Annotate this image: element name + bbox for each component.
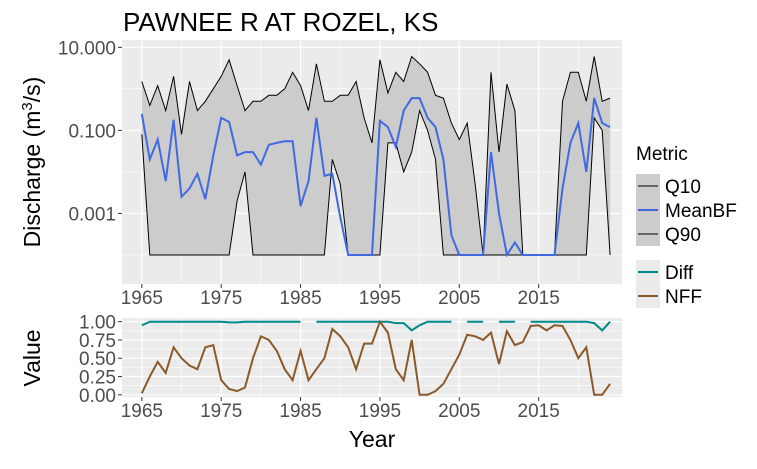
x-tick-label: 2005 xyxy=(438,401,480,422)
legend-meanbf-label: MeanBF xyxy=(665,201,737,222)
legend-nff-label: NFF xyxy=(665,287,702,308)
x-tick-label: 2015 xyxy=(518,288,560,309)
x-tick-label: 1975 xyxy=(200,401,242,422)
y-tick-label: 0.50 xyxy=(79,349,116,370)
x-tick-label: 1995 xyxy=(359,288,401,309)
x-tick-label: 1975 xyxy=(200,288,242,309)
legend-q10-label: Q10 xyxy=(665,177,701,198)
y-tick-label: 1.00 xyxy=(79,313,116,334)
x-tick-label: 2005 xyxy=(438,288,480,309)
bottom-y-axis-label: Value xyxy=(19,329,45,386)
top-panel: 10.000 0.100 0.001 1965 1975 1985 1995 2005 201… xyxy=(58,38,622,309)
y-tick-label: 0.100 xyxy=(68,121,116,142)
top-y-axis-label-prefix: Discharge (m xyxy=(19,111,45,248)
top-x-ticks: 1965 1975 1985 1995 2005 2015 xyxy=(121,284,560,309)
legend-q90-label: Q90 xyxy=(665,225,701,246)
legend-metric-title: Metric xyxy=(636,144,688,165)
legend-metric: Metric Q10 MeanBF Q90 xyxy=(636,144,737,246)
legend-metric-items: Q10 MeanBF Q90 xyxy=(636,174,737,246)
bottom-panel: 1.000.750.500.250.00 1965 1975 1985 1995 200… xyxy=(79,313,622,422)
x-axis-label: Year xyxy=(349,426,396,452)
legend-diff-nff: Diff NFF xyxy=(636,260,702,308)
series-meanbf-line xyxy=(140,97,611,258)
bottom-x-ticks: 1965 1975 1985 1995 2005 2015 xyxy=(121,397,560,422)
y-tick-label: 10.000 xyxy=(58,38,116,59)
top-y-axis-label-suffix: /s) xyxy=(19,77,45,103)
x-tick-label: 1965 xyxy=(121,288,163,309)
bottom-y-ticks: 1.000.750.500.250.00 xyxy=(79,313,122,407)
x-tick-label: 1995 xyxy=(359,401,401,422)
y-tick-label: 0.001 xyxy=(68,204,116,225)
q10-q90-ribbon xyxy=(141,56,611,255)
x-tick-label: 1965 xyxy=(121,401,163,422)
y-tick-label: 0.25 xyxy=(79,368,116,389)
top-y-axis-label: Discharge (m3/s) xyxy=(19,77,46,248)
y-tick-label: 0.00 xyxy=(79,386,116,407)
series-diff-line xyxy=(141,320,611,332)
top-panel-lines xyxy=(140,55,611,258)
legend-diff-nff-items: Diff NFF xyxy=(636,260,702,308)
bottom-panel-lines xyxy=(140,319,611,396)
top-y-ticks: 10.000 0.100 0.001 xyxy=(58,38,122,225)
x-tick-label: 1985 xyxy=(279,401,321,422)
series-nff-line xyxy=(140,319,611,396)
x-tick-label: 1985 xyxy=(279,288,321,309)
chart-title: PAWNEE R AT ROZEL, KS xyxy=(123,7,438,37)
x-tick-label: 2015 xyxy=(518,401,560,422)
legend-diff-label: Diff xyxy=(665,263,694,284)
top-y-axis-label-sup: 3 xyxy=(19,102,36,110)
y-tick-label: 0.75 xyxy=(79,331,116,352)
